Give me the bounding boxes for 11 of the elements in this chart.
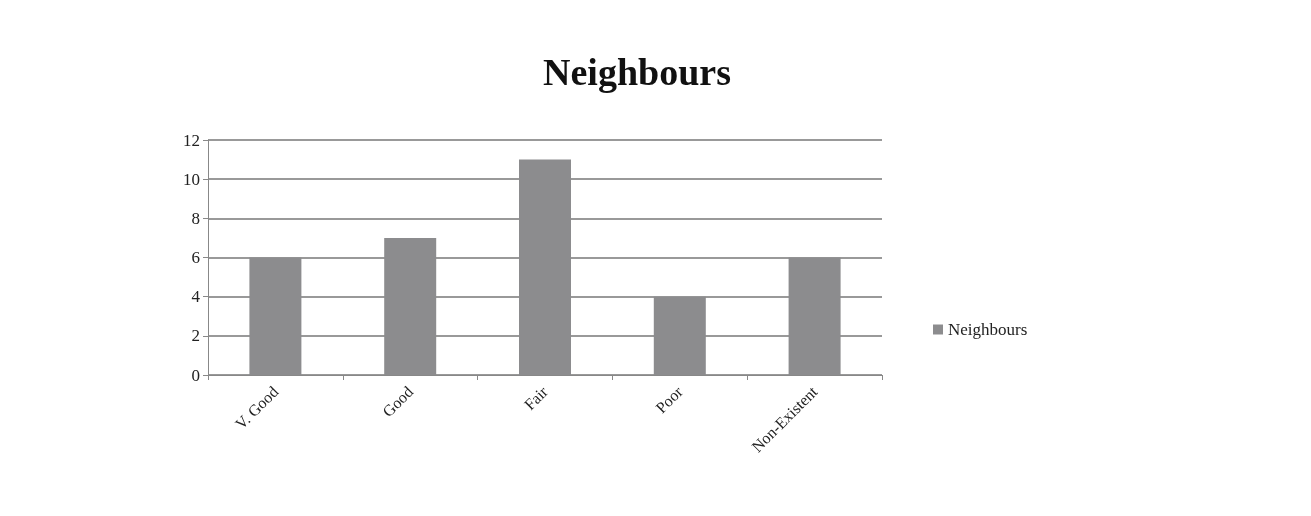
y-tick-label: 6 bbox=[191, 248, 200, 267]
chart-title: Neighbours bbox=[543, 51, 731, 93]
y-tick-label: 10 bbox=[183, 169, 200, 189]
legend-label: Neighbours bbox=[948, 320, 1028, 339]
y-tick-label: 0 bbox=[191, 365, 200, 385]
x-tick-label: Fair bbox=[520, 382, 552, 414]
y-tick-label: 2 bbox=[191, 326, 200, 346]
y-tick-label: 12 bbox=[183, 130, 200, 150]
x-tick-label: Poor bbox=[652, 382, 687, 417]
y-tick-label: 4 bbox=[191, 287, 201, 307]
y-tick-label: 8 bbox=[191, 208, 200, 228]
